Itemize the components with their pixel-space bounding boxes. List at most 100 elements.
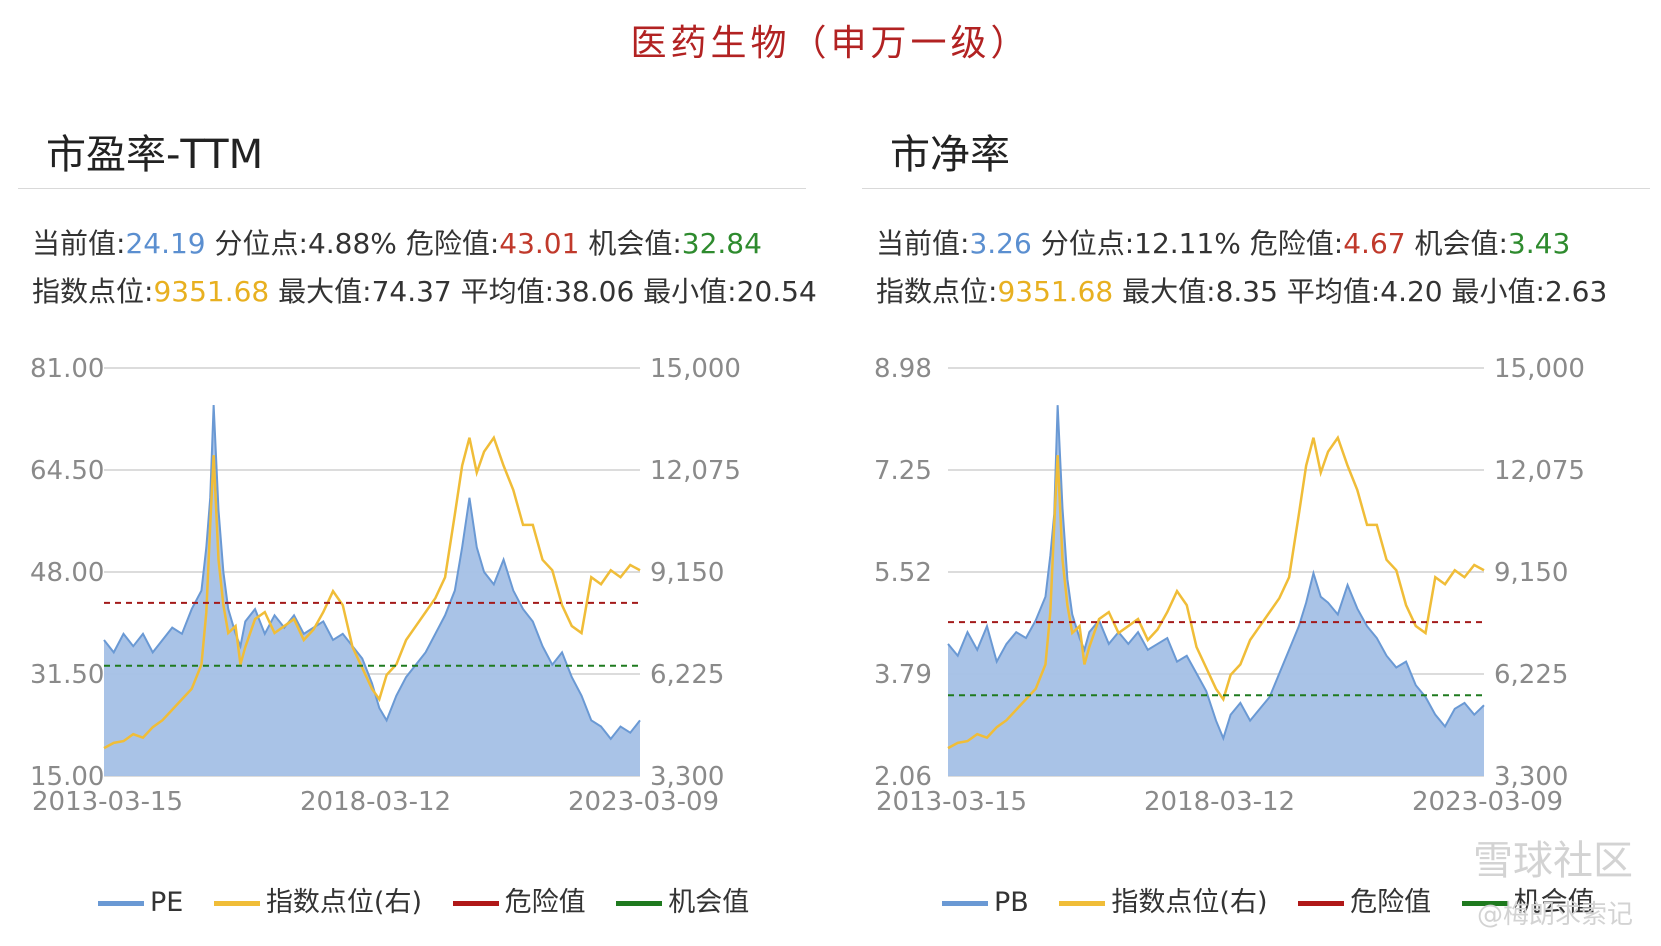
valuation-area <box>104 405 640 776</box>
y-right-tick-label: 6,225 <box>650 660 724 690</box>
min-value: 20.54 <box>736 275 817 308</box>
y-right-tick-label: 9,150 <box>1494 558 1568 588</box>
stats-row-1: 当前值:24.19 分位点:4.88% 危险值:43.01 机会值:32.84 <box>32 222 762 262</box>
current-label: 当前值: <box>32 227 126 260</box>
min-label: 最小值: <box>1451 275 1545 308</box>
opportunity-label: 机会值: <box>588 227 682 260</box>
y-right-tick-label: 6,225 <box>1494 660 1568 690</box>
current-value: 24.19 <box>125 227 206 260</box>
min-label: 最小值: <box>643 275 737 308</box>
pb-panel: 市净率 当前值:3.26 分位点:12.11% 危险值:4.67 机会值:3.4… <box>862 0 1661 946</box>
y-right-tick-label: 12,075 <box>1494 456 1585 486</box>
legend-label: 危险值 <box>504 887 586 918</box>
x-tick-label: 2018-03-12 <box>300 787 451 817</box>
legend-item-opportunity: 机会值 <box>1461 880 1595 919</box>
index-value: 9351.68 <box>153 275 270 308</box>
percentile-label: 分位点: <box>1040 227 1135 260</box>
legend-item-pe: PE <box>98 887 183 918</box>
pb-chart: 8.98 15,000 7.25 12,075 5.52 9,150 3.79 6,225 2.… <box>874 354 1585 817</box>
legend-swatch-opportunity <box>1461 901 1508 906</box>
legend-swatch-opportunity <box>616 901 663 906</box>
avg-label: 平均值: <box>1286 275 1381 308</box>
y-left-tick-label: 31.50 <box>30 660 104 690</box>
max-value: 8.35 <box>1215 275 1278 308</box>
stats-row-1: 当前值:3.26 分位点:12.11% 危险值:4.67 机会值:3.43 <box>876 222 1570 262</box>
avg-value: 38.06 <box>554 275 635 308</box>
legend-label: 危险值 <box>1350 887 1432 918</box>
legend-label: 指数点位(右) <box>1111 887 1268 918</box>
stats-row-2: 指数点位:9351.68 最大值:74.37 平均值:38.06 最小值:20.… <box>32 270 817 310</box>
max-value: 74.37 <box>371 275 452 308</box>
opportunity-label: 机会值: <box>1414 227 1508 260</box>
x-tick-label: 2023-03-09 <box>1412 787 1563 817</box>
index-label: 指数点位: <box>876 275 998 308</box>
y-right-tick-label: 15,000 <box>1494 354 1585 384</box>
y-right-tick-label: 15,000 <box>650 354 741 384</box>
max-label: 最大值: <box>1122 275 1216 308</box>
y-right-tick-label: 12,075 <box>650 456 741 486</box>
legend-swatch-danger <box>1298 901 1345 906</box>
x-tick-label: 2013-03-15 <box>876 787 1027 817</box>
min-value: 2.63 <box>1544 275 1608 308</box>
legend-item-danger: 危险值 <box>452 880 586 919</box>
opportunity-value: 32.84 <box>681 227 762 260</box>
current-value: 3.26 <box>969 227 1032 260</box>
legend-label: 机会值 <box>668 887 750 918</box>
y-left-tick-label: 7.25 <box>874 456 932 486</box>
index-line <box>947 435 1485 750</box>
index-line <box>103 435 641 750</box>
avg-label: 平均值: <box>460 275 555 308</box>
legend-swatch-pe <box>98 901 144 906</box>
legend-swatch-index <box>1059 901 1106 906</box>
page-title: 医药生物（申万一级） <box>630 23 1031 64</box>
legend-label: 机会值 <box>1513 887 1595 918</box>
valuation-area <box>948 405 1484 776</box>
y-left-tick-label: 5.52 <box>874 558 932 588</box>
current-label: 当前值: <box>876 227 970 260</box>
avg-value: 4.20 <box>1380 275 1443 308</box>
valuation-line <box>947 405 1485 742</box>
y-right-tick-label: 3,300 <box>650 762 724 792</box>
y-left-tick-label: 64.50 <box>30 456 104 486</box>
danger-value: 43.01 <box>499 227 580 260</box>
percentile-value: 12.11% <box>1134 227 1241 260</box>
pe-chart: 81.00 15,000 64.50 12,075 48.00 9,150 31.50 6,2… <box>30 354 741 817</box>
panel-title-pb: 市净率 <box>890 132 1010 178</box>
legend-label: PB <box>994 887 1029 918</box>
legend-item-index: 指数点位(右) <box>1059 880 1267 919</box>
index-value: 9351.68 <box>997 275 1114 308</box>
danger-value: 4.67 <box>1343 227 1406 260</box>
y-right-tick-label: 3,300 <box>1494 762 1568 792</box>
legend-label: PE <box>150 887 184 918</box>
legend-item-pb: PB <box>942 887 1029 918</box>
y-left-tick-label: 3.79 <box>874 660 932 690</box>
stats-row-2: 指数点位:9351.68 最大值:8.35 平均值:4.20 最小值:2.63 <box>876 270 1607 310</box>
panel-divider <box>862 188 1650 189</box>
max-label: 最大值: <box>278 275 372 308</box>
x-tick-label: 2013-03-15 <box>32 787 183 817</box>
x-tick-label: 2023-03-09 <box>568 787 719 817</box>
percentile-value: 4.88% <box>307 227 397 260</box>
legend: PE 指数点位(右) 危险值 机会值 <box>98 880 771 919</box>
watermark-author: @梅朗求索记 <box>1476 900 1633 930</box>
percentile-label: 分位点: <box>214 227 308 260</box>
legend-swatch-pb <box>942 901 988 906</box>
legend-swatch-index <box>213 901 260 906</box>
legend-label: 指数点位(右) <box>265 887 423 918</box>
valuation-line <box>103 405 641 741</box>
panel-title-pe: 市盈率-TTM <box>46 132 264 178</box>
y-left-tick-label: 48.00 <box>30 558 104 588</box>
danger-label: 危险值: <box>405 227 500 260</box>
y-right-tick-label: 9,150 <box>650 558 724 588</box>
legend-item-opportunity: 机会值 <box>616 880 749 919</box>
opportunity-value: 3.43 <box>1507 227 1571 260</box>
panel-divider <box>18 188 806 189</box>
y-left-tick-label: 15.00 <box>30 762 104 792</box>
pe-panel: 市盈率-TTM 当前值:24.19 分位点:4.88% 危险值:43.01 机会… <box>18 0 818 946</box>
watermark-logo: 雪球社区 <box>1473 838 1633 884</box>
danger-label: 危险值: <box>1249 227 1344 260</box>
index-label: 指数点位: <box>32 275 154 308</box>
legend-item-index: 指数点位(右) <box>213 880 423 919</box>
legend-item-danger: 危险值 <box>1298 880 1431 919</box>
y-left-tick-label: 8.98 <box>874 354 932 384</box>
